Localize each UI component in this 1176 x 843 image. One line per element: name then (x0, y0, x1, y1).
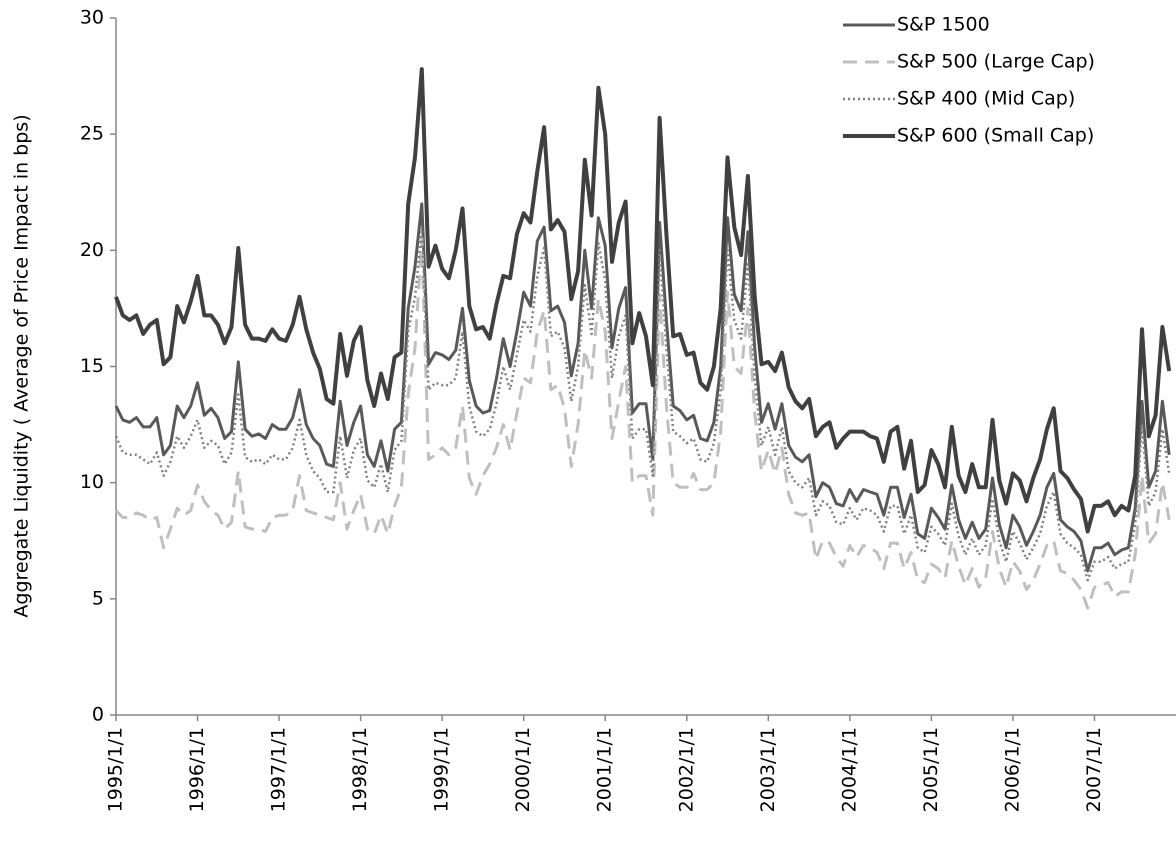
y-tick-label: 25 (80, 123, 104, 145)
x-tick-label: 2005/1/1 (920, 727, 942, 812)
y-tick-label: 20 (80, 239, 104, 261)
x-tick-label: 1997/1/1 (268, 727, 290, 812)
y-tick-label: 10 (80, 471, 104, 493)
x-tick-label: 2003/1/1 (757, 727, 779, 812)
x-tick-label: 2007/1/1 (1083, 727, 1105, 812)
x-tick-label: 2006/1/1 (1001, 727, 1023, 812)
series-line (114, 202, 1171, 573)
legend-label: S&P 1500 (897, 14, 990, 36)
series-line (114, 228, 1171, 582)
x-tick-label: 2002/1/1 (675, 727, 697, 812)
series-line (114, 237, 1171, 610)
y-tick-label: 30 (80, 7, 104, 29)
x-tick-label: 2001/1/1 (594, 727, 616, 812)
x-tick-label: 1998/1/1 (349, 727, 371, 812)
legend-label: S&P 400 (Mid Cap) (897, 88, 1075, 110)
legend-label: S&P 600 (Small Cap) (897, 125, 1094, 147)
y-tick-label: 0 (92, 704, 104, 726)
x-tick-label: 1996/1/1 (186, 727, 208, 812)
x-tick-label: 1995/1/1 (105, 727, 127, 812)
x-tick-label: 2004/1/1 (838, 727, 860, 812)
y-axis-label: Aggregate Liquidity ( Average of Price I… (11, 114, 33, 617)
legend-label: S&P 500 (Large Cap) (897, 51, 1095, 73)
x-tick-label: 2000/1/1 (512, 727, 534, 812)
y-tick-label: 5 (92, 587, 104, 609)
x-tick-label: 1999/1/1 (431, 727, 453, 812)
y-tick-label: 15 (80, 355, 104, 377)
series-line (114, 67, 1172, 534)
